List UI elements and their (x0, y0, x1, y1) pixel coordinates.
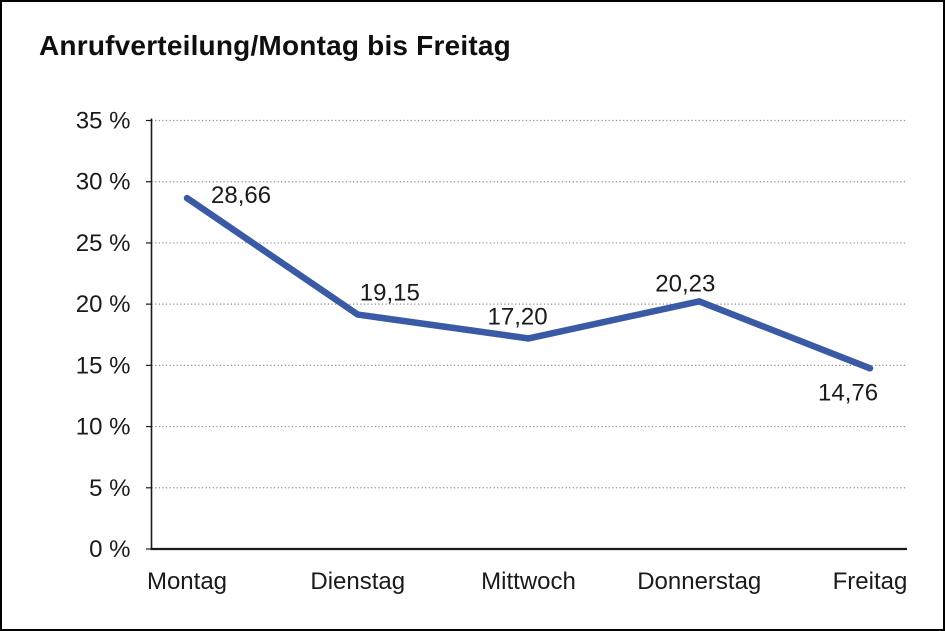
x-category-label: Donnerstag (637, 568, 761, 595)
y-tick-label: 30 % (76, 169, 131, 196)
x-category-label: Dienstag (310, 568, 405, 595)
data-series-line (183, 194, 874, 372)
y-tick-label: 10 % (76, 414, 131, 441)
y-tick-label: 15 % (76, 352, 131, 379)
y-tick-label: 35 % (76, 108, 131, 135)
data-point-label: 14,76 (818, 379, 878, 406)
data-point-label: 19,15 (360, 280, 420, 307)
y-tick-label: 25 % (76, 230, 131, 257)
y-tick-label: 0 % (89, 536, 130, 563)
x-category-label: Montag (147, 568, 227, 595)
y-tick-label: 20 % (76, 291, 131, 318)
data-point-label: 20,23 (655, 270, 715, 297)
y-tick-label: 5 % (89, 475, 130, 502)
data-point-label: 28,66 (211, 182, 271, 209)
x-category-label: Freitag (833, 568, 908, 595)
chart-title: Anrufverteilung/Montag bis Freitag (39, 30, 511, 61)
data-point-label: 17,20 (488, 303, 548, 330)
x-category-label: Mittwoch (481, 568, 576, 595)
